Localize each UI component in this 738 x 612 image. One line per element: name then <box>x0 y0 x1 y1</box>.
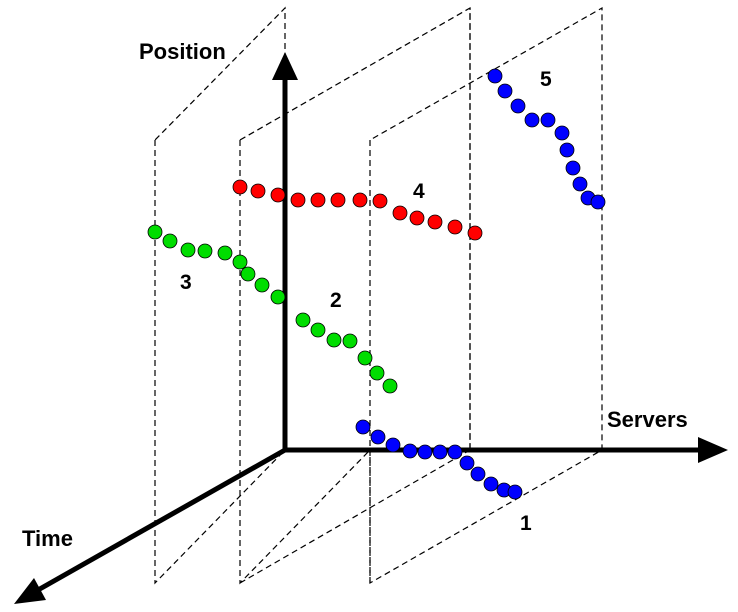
track-3-dot <box>270 289 286 305</box>
track-1-dot <box>447 444 463 460</box>
track-4-dot <box>372 193 388 209</box>
track-2-dot <box>342 333 358 349</box>
track-4-dot <box>290 192 306 208</box>
track-1-dot <box>402 443 418 459</box>
track-2-dot <box>382 378 398 394</box>
track-5-dot <box>590 194 606 210</box>
track-3-dot <box>162 233 178 249</box>
track-5-dot <box>487 68 503 84</box>
track-label-3: 3 <box>180 271 192 294</box>
track-5 <box>487 68 606 210</box>
track-label-4: 4 <box>413 180 425 203</box>
track-3 <box>147 224 286 305</box>
track-5-dot <box>524 112 540 128</box>
track-5-dot <box>497 83 513 99</box>
track-4-dot <box>392 205 408 221</box>
track-label-1: 1 <box>520 512 532 535</box>
track-4-dot <box>330 192 346 208</box>
track-2-dot <box>295 312 311 328</box>
track-3-dot <box>180 242 196 258</box>
track-5-dot <box>540 112 556 128</box>
track-2-dot <box>357 350 373 366</box>
track-1 <box>355 419 523 500</box>
track-2-dot <box>310 322 326 338</box>
track-3-dot <box>254 277 270 293</box>
track-4-dot <box>352 192 368 208</box>
track-5-dot <box>565 160 581 176</box>
track-5-dot <box>554 125 570 141</box>
track-1-dot <box>459 455 475 471</box>
track-4 <box>232 179 483 241</box>
track-4-dot <box>310 192 326 208</box>
track-4-dot <box>270 187 286 203</box>
position-axis-label: Position <box>139 39 226 64</box>
track-4-dot <box>232 179 248 195</box>
time-axis-label: Time <box>22 526 73 551</box>
track-3-dot <box>217 245 233 261</box>
track-3-dot <box>197 243 213 259</box>
server-planes <box>154 6 603 585</box>
track-1-dot <box>355 419 371 435</box>
track-4-dot <box>427 214 443 230</box>
track-1-dot <box>483 476 499 492</box>
track-1-dot <box>370 429 386 445</box>
track-1-dot <box>417 444 433 460</box>
server-plane-2 <box>239 6 471 585</box>
track-5-dot <box>510 98 526 114</box>
track-3-dot <box>232 254 248 270</box>
track-5-dot <box>559 142 575 158</box>
axes <box>14 52 728 604</box>
track-2-dot <box>326 332 342 348</box>
track-2 <box>295 312 398 394</box>
track-1-dot <box>432 444 448 460</box>
server-plane-2-front <box>239 449 471 584</box>
time-axis <box>36 447 287 593</box>
server-plane-1 <box>154 6 286 585</box>
track-4-dot <box>467 225 483 241</box>
track-3-dot <box>147 224 163 240</box>
time-axis-arrow <box>14 578 46 604</box>
track-4-dot <box>250 183 266 199</box>
track-4-dot <box>447 219 463 235</box>
track-label-2: 2 <box>330 289 342 312</box>
track-5-dot <box>572 176 588 192</box>
servers-axis-label: Servers <box>607 407 688 432</box>
trajectory-tracks <box>147 68 606 500</box>
track-3-dot <box>240 266 256 282</box>
track-1-dot <box>507 484 523 500</box>
servers-axis-arrow <box>698 437 728 463</box>
track-1-dot <box>470 466 486 482</box>
track-1-dot <box>385 437 401 453</box>
server-plane-3 <box>369 6 603 585</box>
track-4-dot <box>409 210 425 226</box>
position-axis-arrow <box>272 52 298 80</box>
track-label-5: 5 <box>540 68 552 91</box>
track-2-dot <box>369 365 385 381</box>
